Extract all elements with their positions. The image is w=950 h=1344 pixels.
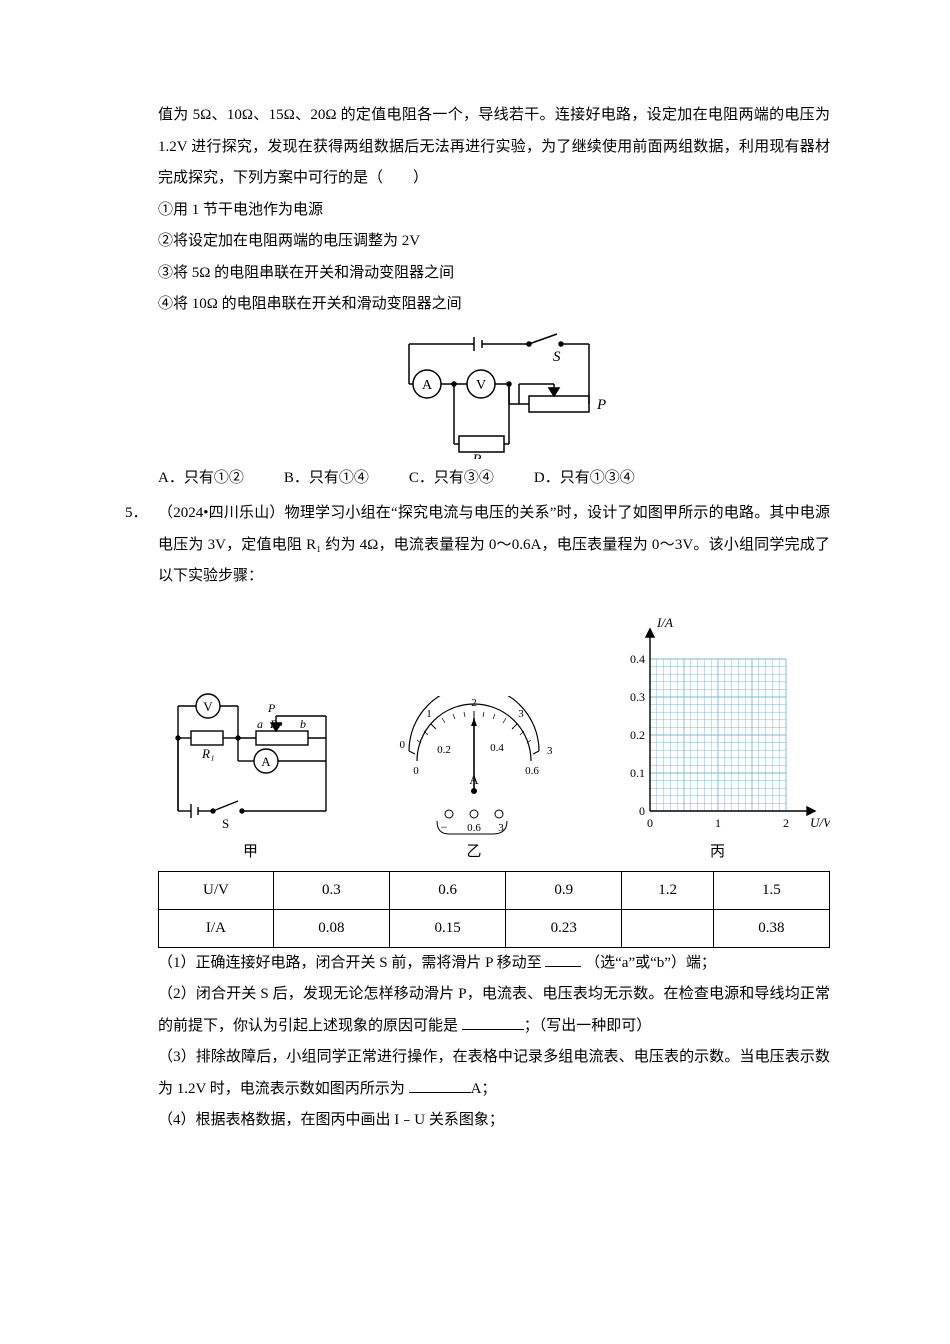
- q4-item-2: ②将设定加在电阻两端的电压调整为 2V: [158, 226, 830, 258]
- table-cell: 0.9: [506, 871, 622, 909]
- fig-bing: 0 0.1 0.2 0.3 0.4 0 1 2 I/A U/V 丙: [605, 611, 830, 861]
- q5-source: （2024•四川乐山）: [158, 505, 285, 521]
- q4-circuit-diagram: A V S P R: [379, 329, 609, 459]
- q5-sub1: （1）正确连接好电路，闭合开关 S 前，需将滑片 P 移动至 （选“a”或“b”…: [158, 948, 830, 980]
- svg-text:2: 2: [471, 697, 477, 709]
- table-cell: [622, 909, 713, 947]
- svg-text:0: 0: [647, 816, 653, 830]
- svg-text:Rᴘ: Rᴘ: [269, 717, 282, 731]
- table-cell: I/A: [159, 909, 274, 947]
- q5-sub4: （4）根据表格数据，在图丙中画出 I﹣U 关系图象；: [158, 1105, 830, 1137]
- svg-text:0.4: 0.4: [630, 652, 645, 666]
- svg-text:1: 1: [426, 708, 432, 720]
- fig-yi-label: 乙: [466, 840, 481, 861]
- page: 值为 5Ω、10Ω、15Ω、20Ω 的定值电阻各一个，导线若干。连接好电路，设定…: [0, 0, 950, 1344]
- svg-text:A: A: [261, 754, 271, 769]
- svg-text:0.1: 0.1: [630, 766, 645, 780]
- svg-text:0.2: 0.2: [630, 728, 645, 742]
- q4-item-3: ③将 5Ω 的电阻串联在开关和滑动变阻器之间: [158, 258, 830, 290]
- q5-figures: V A R₁ a Rᴘ b P S 甲: [158, 611, 830, 861]
- svg-text:I/A: I/A: [656, 615, 673, 630]
- svg-text:P: P: [267, 701, 276, 715]
- q4-option-b[interactable]: B．只有①④: [284, 463, 369, 495]
- svg-text:1: 1: [715, 816, 721, 830]
- svg-text:0: 0: [400, 739, 406, 751]
- svg-text:0: 0: [639, 804, 645, 818]
- blank-input[interactable]: [545, 951, 581, 967]
- q4-option-c[interactable]: C．只有③④: [409, 463, 494, 495]
- fig-jia: V A R₁ a Rᴘ b P S 甲: [158, 676, 343, 861]
- table-cell: 0.15: [390, 909, 506, 947]
- table-cell: 0.6: [390, 871, 506, 909]
- table-cell: 0.38: [713, 909, 829, 947]
- svg-text:b: b: [300, 717, 306, 731]
- blank-input[interactable]: [409, 1077, 471, 1093]
- table-cell: U/V: [159, 871, 274, 909]
- svg-text:U/V: U/V: [810, 815, 830, 830]
- svg-text:R₁: R₁: [201, 746, 214, 761]
- svg-text:0.3: 0.3: [630, 690, 645, 704]
- svg-text:0.4: 0.4: [490, 742, 504, 754]
- ammeter-label: A: [422, 378, 433, 393]
- blank-input[interactable]: [462, 1014, 524, 1030]
- table-cell: 0.08: [273, 909, 389, 947]
- svg-text:3: 3: [547, 745, 553, 757]
- table-cell: 0.23: [506, 909, 622, 947]
- q5: 5． （2024•四川乐山）物理学习小组在“探究电流与电压的关系”时，设计了如图…: [158, 498, 830, 1137]
- q4-options: A．只有①② B．只有①④ C．只有③④ D．只有①③④: [158, 463, 830, 495]
- svg-text:3: 3: [518, 708, 524, 720]
- svg-text:a: a: [257, 717, 263, 731]
- switch-label: S: [553, 349, 561, 365]
- resistor-r-label: R: [471, 452, 481, 459]
- table-cell: 0.3: [273, 871, 389, 909]
- q4-item-4: ④将 10Ω 的电阻串联在开关和滑动变阻器之间: [158, 289, 830, 321]
- table-row: I/A 0.08 0.15 0.23 0.38: [159, 909, 830, 947]
- table-cell: 1.5: [713, 871, 829, 909]
- q4-option-d[interactable]: D．只有①③④: [534, 463, 635, 495]
- fig-bing-label: 丙: [710, 840, 725, 861]
- q5-sub3: （3）排除故障后，小组同学正常进行操作，在表格中记录多组电流表、电压表的示数。当…: [158, 1042, 830, 1105]
- fig-yi-svg: 0 1 2 3 0 0.2 0.4 0.6 3 A − 0.6: [389, 696, 559, 836]
- voltmeter-label: V: [476, 378, 486, 393]
- svg-text:0.2: 0.2: [437, 744, 451, 756]
- table-row: U/V 0.3 0.6 0.9 1.2 1.5: [159, 871, 830, 909]
- q4-item-1: ①用 1 节干电池作为电源: [158, 195, 830, 227]
- q5-table: U/V 0.3 0.6 0.9 1.2 1.5 I/A 0.08 0.15 0.…: [158, 871, 830, 948]
- svg-text:S: S: [222, 816, 229, 831]
- svg-text:0.6: 0.6: [525, 765, 539, 777]
- q5-stem: （2024•四川乐山）物理学习小组在“探究电流与电压的关系”时，设计了如图甲所示…: [158, 498, 830, 593]
- svg-text:A: A: [469, 772, 479, 787]
- q4-continuation: 值为 5Ω、10Ω、15Ω、20Ω 的定值电阻各一个，导线若干。连接好电路，设定…: [158, 100, 830, 195]
- fig-jia-label: 甲: [243, 840, 258, 861]
- svg-text:0.6: 0.6: [467, 822, 481, 834]
- fig-bing-svg: 0 0.1 0.2 0.3 0.4 0 1 2 I/A U/V: [605, 611, 830, 836]
- svg-text:V: V: [203, 699, 213, 714]
- q4-option-a[interactable]: A．只有①②: [158, 463, 244, 495]
- q5-number: 5．: [125, 498, 148, 530]
- q5-sub2: （2）闭合开关 S 后，发现无论怎样移动滑片 P，电流表、电压表均无示数。在检查…: [158, 979, 830, 1042]
- slider-p-label: P: [596, 397, 606, 413]
- svg-text:0: 0: [413, 765, 419, 777]
- svg-text:2: 2: [783, 816, 789, 830]
- fig-yi: 0 1 2 3 0 0.2 0.4 0.6 3 A − 0.6: [389, 696, 559, 861]
- table-cell: 1.2: [622, 871, 713, 909]
- fig-jia-svg: V A R₁ a Rᴘ b P S: [158, 676, 343, 836]
